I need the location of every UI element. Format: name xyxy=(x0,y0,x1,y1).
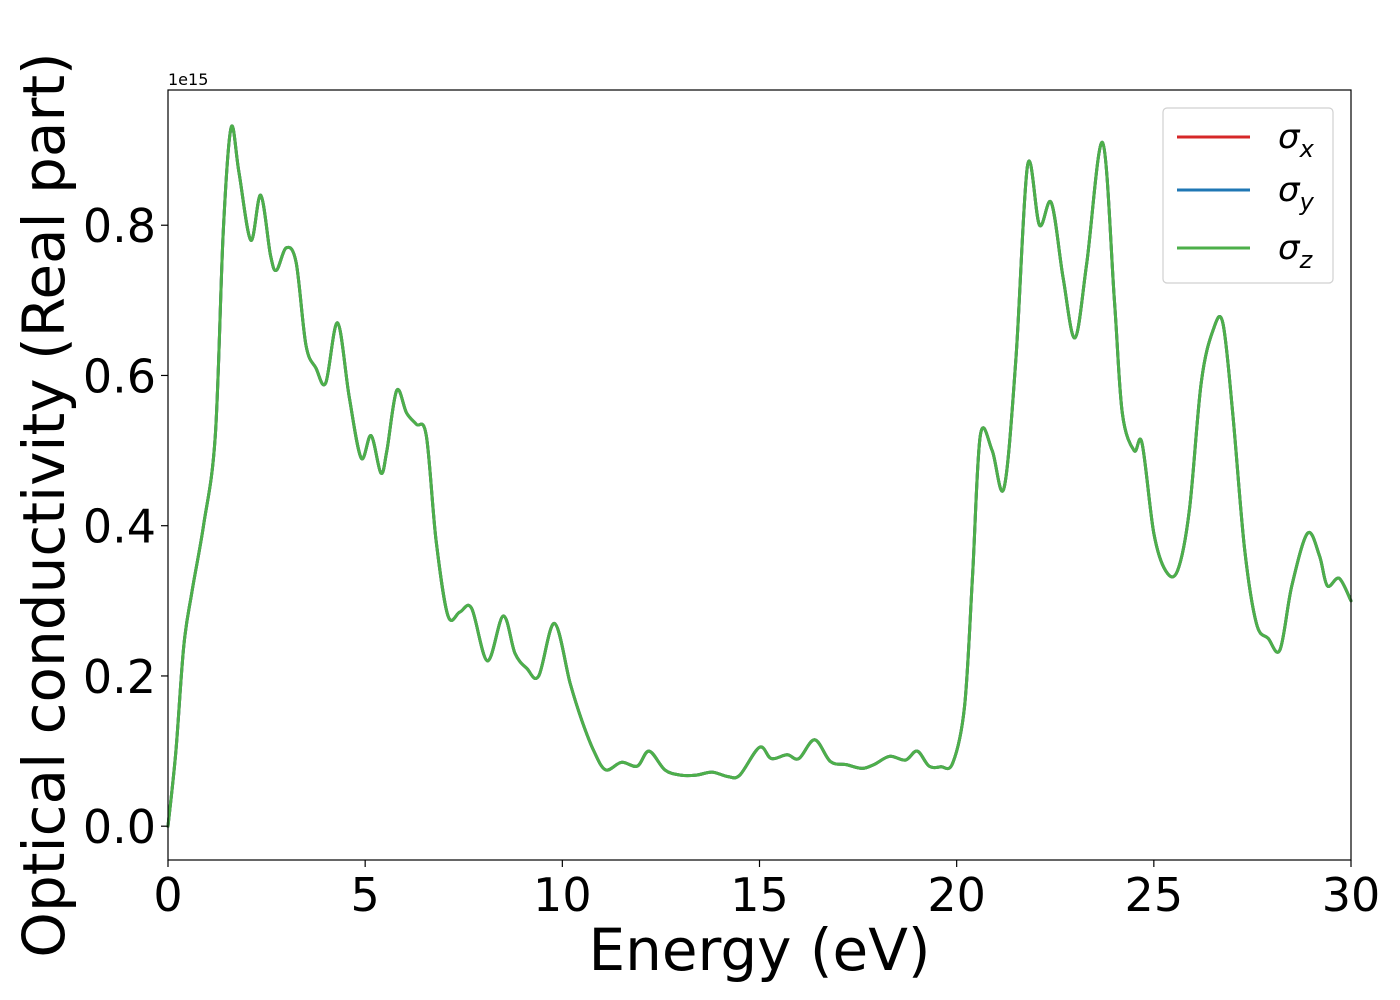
x-tick-label: 20 xyxy=(927,868,986,922)
legend-label: σx xyxy=(1278,117,1315,163)
y-tick-label: 0.4 xyxy=(83,500,156,554)
y-tick-label: 0.8 xyxy=(83,199,156,253)
legend: σx σy σz xyxy=(1162,107,1334,284)
y-tick-label: 0.2 xyxy=(83,650,156,704)
x-axis-label: Energy (eV) xyxy=(588,916,930,984)
series-line-3 xyxy=(166,124,1353,828)
x-axis-ticks: 0 5 10 15 20 25 30 xyxy=(153,860,1380,922)
y-axis-ticks: 0.0 0.2 0.4 0.6 0.8 xyxy=(83,199,168,854)
legend-label: σz xyxy=(1278,228,1314,274)
legend-box xyxy=(1162,107,1334,284)
x-tick-label: 5 xyxy=(351,868,380,922)
x-tick-label: 10 xyxy=(533,868,592,922)
series-layer xyxy=(166,124,1353,828)
x-tick-label: 15 xyxy=(730,868,789,922)
y-axis-label: Optical conductivity (Real part) xyxy=(10,52,78,957)
legend-label: σy xyxy=(1278,170,1315,216)
x-tick-label: 30 xyxy=(1322,868,1381,922)
x-tick-label: 0 xyxy=(153,868,182,922)
y-tick-label: 0.6 xyxy=(83,349,156,403)
x-tick-label: 25 xyxy=(1125,868,1184,922)
y-tick-label: 0.0 xyxy=(83,800,156,854)
y-axis-offset-text: 1e15 xyxy=(168,70,208,89)
